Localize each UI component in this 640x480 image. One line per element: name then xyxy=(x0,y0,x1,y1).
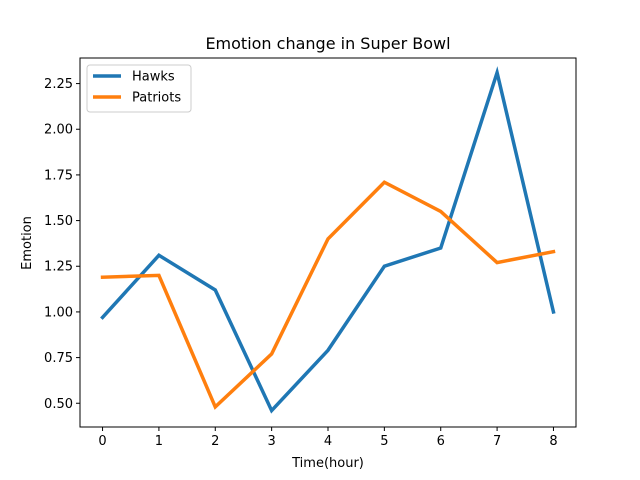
legend: Hawks Patriots xyxy=(86,64,192,113)
y-tick-label: 1.50 xyxy=(44,214,73,229)
x-axis-title: Time(hour) xyxy=(291,456,364,471)
chart-title: Emotion change in Super Bowl xyxy=(205,34,450,53)
x-tick-label: 0 xyxy=(98,434,106,449)
x-tick-label: 8 xyxy=(549,434,557,449)
x-tick-label: 1 xyxy=(155,434,163,449)
y-axis: 0.50 0.75 1.00 1.25 1.50 1.75 2.00 2.25 xyxy=(44,77,80,412)
x-tick-label: 3 xyxy=(267,434,275,449)
y-tick-label: 0.50 xyxy=(44,397,73,412)
x-tick-label: 6 xyxy=(437,434,445,449)
series-line-patriots xyxy=(100,180,556,410)
y-tick-label: 2.25 xyxy=(44,77,73,92)
y-tick-label: 0.75 xyxy=(44,351,73,366)
y-tick-label: 1.25 xyxy=(44,260,73,275)
legend-label-patriots: Patriots xyxy=(132,91,181,106)
x-tick-label: 7 xyxy=(493,434,501,449)
x-tick-label: 5 xyxy=(380,434,388,449)
y-tick-label: 1.00 xyxy=(44,305,73,320)
legend-label-hawks: Hawks xyxy=(132,70,175,85)
series-layer xyxy=(100,66,556,414)
series-line-hawks xyxy=(100,66,556,414)
x-tick-label: 4 xyxy=(324,434,332,449)
y-tick-label: 2.00 xyxy=(44,123,73,138)
x-axis: 0 1 2 3 4 5 6 7 8 xyxy=(98,427,558,449)
y-tick-label: 1.75 xyxy=(44,168,73,183)
y-axis-title: Emotion xyxy=(20,216,35,270)
x-tick-label: 2 xyxy=(211,434,219,449)
